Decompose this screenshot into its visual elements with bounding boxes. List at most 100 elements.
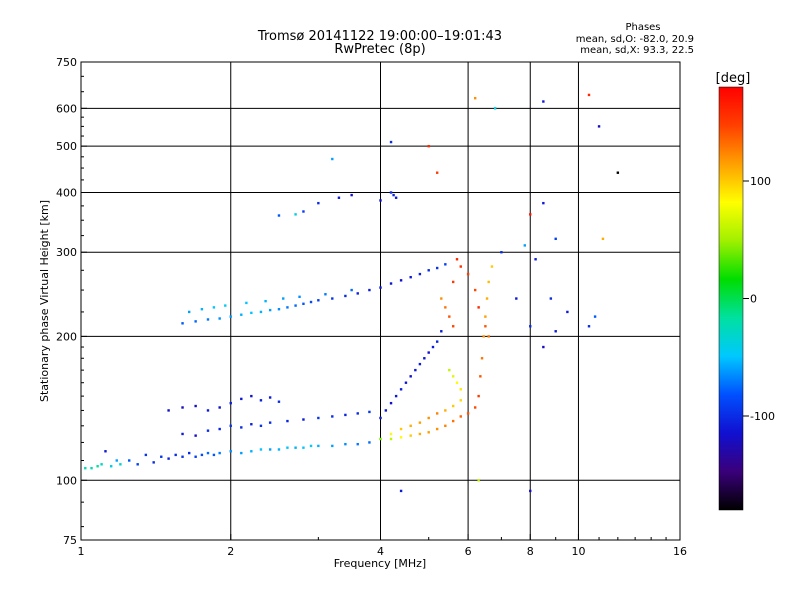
- data-point: [294, 446, 297, 449]
- data-point: [431, 345, 435, 349]
- data-point: [302, 210, 305, 213]
- data-point: [394, 196, 398, 199]
- data-point: [435, 171, 439, 174]
- colorbar-label: [deg]: [716, 71, 751, 86]
- data-point: [554, 330, 557, 333]
- data-point: [286, 306, 289, 309]
- data-point: [317, 201, 320, 205]
- y-tick-label: 75: [63, 534, 77, 547]
- data-point: [487, 280, 490, 284]
- data-point: [218, 317, 221, 320]
- chart-grid: [81, 62, 680, 540]
- data-point: [152, 461, 155, 464]
- data-point: [597, 125, 601, 128]
- data-point: [277, 214, 281, 217]
- data-point: [379, 416, 382, 420]
- data-point: [294, 304, 297, 307]
- data-point: [356, 442, 359, 446]
- data-point: [277, 307, 281, 311]
- data-point: [500, 251, 503, 254]
- data-point: [418, 272, 422, 276]
- data-point: [399, 279, 403, 282]
- data-point: [181, 455, 184, 458]
- data-point: [240, 313, 243, 316]
- data-point: [480, 357, 484, 360]
- data-point: [529, 489, 532, 493]
- data-point: [104, 450, 107, 453]
- data-point: [206, 429, 210, 432]
- data-point: [212, 306, 216, 309]
- data-point: [119, 463, 122, 466]
- data-point: [477, 479, 480, 482]
- data-point: [194, 404, 197, 408]
- data-point: [379, 286, 382, 289]
- data-point: [250, 311, 253, 315]
- data-point: [455, 381, 459, 384]
- data-point: [167, 409, 170, 412]
- data-point: [294, 213, 297, 216]
- data-point: [444, 306, 447, 309]
- data-point: [240, 426, 243, 429]
- info-line-o: mean, sd,O: -82.0, 20.9: [576, 34, 694, 45]
- y-tick-label: 600: [56, 102, 77, 115]
- data-point: [451, 419, 455, 423]
- y-tick-label: 300: [56, 246, 77, 259]
- data-point: [455, 258, 459, 261]
- data-point: [479, 375, 482, 378]
- data-point: [298, 295, 301, 299]
- data-point: [259, 310, 263, 314]
- colorbar-tick-label: 0: [750, 293, 757, 306]
- data-point: [356, 292, 359, 295]
- data-point: [128, 459, 131, 462]
- data-point: [250, 450, 253, 453]
- data-point: [593, 315, 597, 318]
- data-point: [181, 432, 184, 436]
- data-point: [174, 453, 177, 457]
- chart-subtitle: RwPretec (8p): [334, 42, 425, 57]
- data-point: [302, 446, 305, 449]
- data-point: [473, 96, 477, 100]
- data-point: [200, 453, 204, 457]
- data-point: [268, 308, 272, 312]
- data-point: [542, 345, 545, 349]
- data-point: [466, 272, 470, 276]
- data-point: [206, 451, 210, 455]
- data-point: [115, 459, 118, 462]
- data-point: [194, 455, 197, 458]
- data-point: [84, 466, 87, 470]
- data-point: [601, 237, 605, 241]
- x-tick-label: 2: [227, 545, 234, 558]
- data-point: [379, 199, 382, 202]
- data-point: [384, 409, 388, 412]
- data-point: [451, 404, 455, 408]
- x-tick-label: 8: [527, 545, 534, 558]
- data-point: [389, 437, 393, 441]
- data-point: [427, 351, 430, 354]
- data-point: [317, 444, 320, 448]
- data-point: [229, 424, 232, 428]
- data-point: [485, 297, 489, 300]
- data-point: [368, 441, 371, 444]
- data-point: [418, 432, 422, 436]
- data-point: [286, 446, 289, 449]
- y-tick-label: 750: [56, 56, 77, 69]
- data-point: [566, 310, 569, 314]
- data-point: [409, 434, 412, 437]
- data-point: [264, 299, 267, 303]
- y-tick-label: 500: [56, 140, 77, 153]
- data-point: [229, 315, 232, 318]
- data-point: [350, 193, 353, 197]
- data-point: [459, 399, 462, 402]
- data-point: [212, 453, 216, 457]
- data-point: [324, 293, 327, 296]
- data-point: [187, 310, 191, 314]
- data-point: [302, 302, 305, 305]
- info-line-x: mean, sd,X: 93.3, 22.5: [580, 45, 694, 56]
- data-point: [167, 457, 170, 460]
- data-point: [587, 325, 591, 328]
- data-point: [200, 307, 204, 311]
- data-point: [515, 297, 518, 300]
- data-point: [448, 315, 451, 318]
- chart-title: Tromsø 20141122 19:00:00–19:01:43: [257, 29, 502, 44]
- data-point: [344, 442, 347, 446]
